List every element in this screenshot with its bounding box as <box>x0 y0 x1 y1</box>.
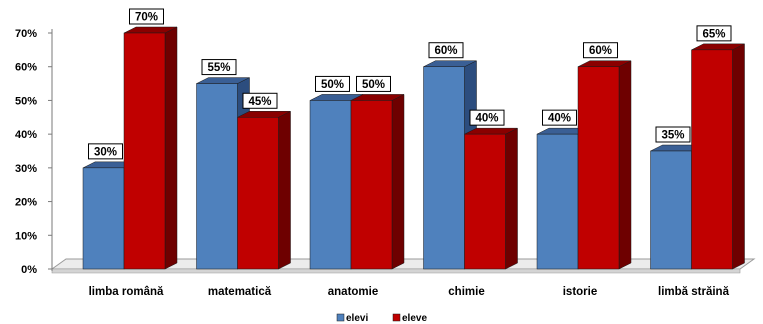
floor-edge <box>51 268 741 274</box>
data-label: 55% <box>207 62 230 74</box>
y-tick-label: 40% <box>15 129 37 141</box>
data-label-box <box>469 109 505 126</box>
bar-eleve <box>123 32 166 270</box>
legend-swatch-elevi <box>336 313 345 322</box>
data-label: 40% <box>548 113 571 125</box>
bars <box>82 26 745 270</box>
legend: elevi eleve <box>336 313 427 324</box>
x-tick-label: matematică <box>208 286 272 298</box>
bar-elevi <box>650 150 692 270</box>
data-label: 65% <box>702 28 725 40</box>
bar-eleve <box>577 66 620 270</box>
bar-elevi <box>423 66 465 270</box>
data-label-box <box>428 42 464 59</box>
bar-elevi <box>82 167 125 270</box>
data-label-box <box>356 75 391 92</box>
x-tick-label: limbă străină <box>658 286 730 298</box>
data-label-box <box>88 143 123 160</box>
x-tick-label: istorie <box>563 286 598 298</box>
data-label: 45% <box>248 96 271 108</box>
bar-side-eleve <box>164 26 178 270</box>
y-axis: 0% 10% 20% 30% 40% 50% 60% 70% <box>15 28 53 276</box>
data-label: 35% <box>661 130 684 142</box>
bar-elevi <box>536 133 579 270</box>
data-label: 60% <box>434 45 457 57</box>
data-label: 40% <box>475 113 498 125</box>
bar-side-eleve <box>391 94 405 270</box>
bar-eleve <box>464 133 506 270</box>
data-label: 70% <box>135 12 158 24</box>
bar-eleve <box>691 49 733 270</box>
data-labels: 30% 70% 55% 45% 50% 50% 60% 40% 40% 60% 35% 65% <box>88 8 732 160</box>
data-label-box <box>315 75 350 92</box>
y-tick-label: 60% <box>15 62 37 74</box>
bar-side-eleve <box>732 43 745 270</box>
legend-label-elevi: elevi <box>346 313 368 324</box>
data-label: 50% <box>321 79 344 91</box>
data-label-box <box>129 8 164 25</box>
legend-label-eleve: eleve <box>402 313 427 324</box>
y-tick-label: 0% <box>21 264 37 276</box>
data-label-box <box>201 59 237 76</box>
x-tick-label: chimie <box>448 286 484 298</box>
y-tick-label: 30% <box>15 163 37 175</box>
data-label-box <box>655 126 691 143</box>
data-label: 30% <box>94 146 117 158</box>
y-tick-label: 20% <box>15 197 37 209</box>
bar-eleve <box>237 117 279 270</box>
data-label-box <box>542 109 577 126</box>
bar-elevi <box>196 83 238 270</box>
data-label-box <box>583 42 618 59</box>
x-axis: limba română matematică anatomie chimie isto… <box>89 286 730 298</box>
data-label-box <box>242 92 278 109</box>
bar-side-eleve <box>618 60 632 270</box>
bar-side-eleve <box>278 110 291 270</box>
bar-elevi <box>309 100 352 270</box>
data-label-box <box>696 25 732 42</box>
y-tick-label: 10% <box>15 230 37 242</box>
y-tick-label: 50% <box>15 95 37 107</box>
y-tick-label: 70% <box>15 28 37 40</box>
data-label: 50% <box>362 79 385 91</box>
x-tick-label: anatomie <box>328 286 379 298</box>
bar-side-eleve <box>505 127 518 270</box>
legend-swatch-eleve <box>392 313 401 322</box>
bar-eleve <box>350 100 393 270</box>
data-label: 60% <box>589 45 612 57</box>
x-tick-label: limba română <box>89 286 164 298</box>
